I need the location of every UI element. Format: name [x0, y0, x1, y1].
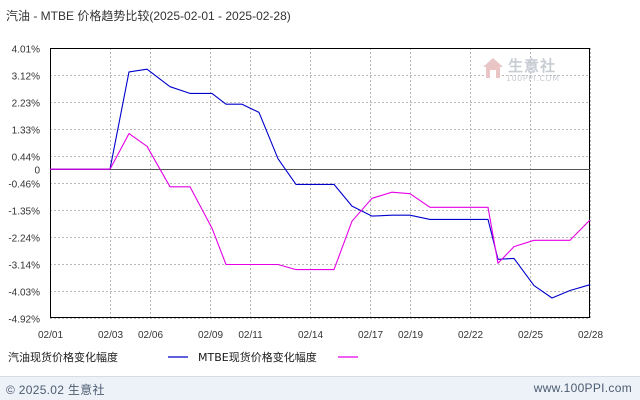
- legend: 汽油现货价格变化幅度 MTBE现货价格变化幅度: [8, 350, 358, 364]
- y-tick-label: 3.12%: [12, 72, 40, 83]
- watermark-cn: 生意社: [508, 57, 557, 75]
- price-trend-chart: 汽油 - MTBE 价格趋势比较(2025-02-01 - 2025-02-28…: [6, 8, 603, 364]
- x-tick-label: 02/19: [398, 330, 423, 341]
- series-line-gasoline: [50, 68, 591, 299]
- plot-frame: [50, 48, 590, 318]
- y-tick-label: -1.35%: [8, 207, 40, 218]
- watermark-logo: 生意社 100PPI.COM: [482, 55, 582, 87]
- x-tick-label: 02/11: [238, 330, 263, 341]
- y-tick-labels: 4.01% 3.12% 2.23% 1.33% 0.44% 0 -0.46% -1.35% -2…: [8, 45, 40, 326]
- copyright-text: © 2025.02 生意社: [6, 383, 105, 397]
- y-tick-label: -4.92%: [8, 315, 40, 326]
- grid-lines: [50, 48, 591, 319]
- y-tick-label: -3.14%: [8, 261, 40, 272]
- x-tick-label: 02/14: [298, 330, 323, 341]
- x-tick-label: 02/06: [138, 330, 163, 341]
- watermark-en: 100PPI.COM: [506, 74, 560, 83]
- legend-label-gasoline: 汽油现货价格变化幅度: [8, 350, 118, 364]
- legend-label-mtbe: MTBE现货价格变化幅度: [198, 350, 317, 364]
- series-line-mtbe: [50, 133, 591, 271]
- x-tick-label: 02/01: [38, 330, 63, 341]
- x-tick-label: 02/17: [358, 330, 383, 341]
- y-tick-label: 4.01%: [12, 45, 40, 56]
- x-tick-label: 02/03: [98, 330, 123, 341]
- y-tick-label: 2.23%: [12, 99, 40, 110]
- chart-title: 汽油 - MTBE 价格趋势比较(2025-02-01 - 2025-02-28…: [6, 8, 291, 23]
- y-tick-label: 1.33%: [12, 126, 40, 137]
- x-tick-label: 02/22: [458, 330, 483, 341]
- x-tick-label: 02/28: [578, 330, 603, 341]
- x-tick-labels: 02/01 02/03 02/06 02/09 02/11 02/14 02/17 02/19…: [38, 330, 603, 341]
- y-tick-label: -2.24%: [8, 234, 40, 245]
- series-lines: [50, 68, 591, 299]
- y-tick-label: -0.46%: [8, 180, 40, 191]
- y-tick-label: -4.03%: [8, 288, 40, 299]
- axes: [50, 48, 590, 318]
- x-tick-label: 02/09: [198, 330, 223, 341]
- y-tick-label: 0.44%: [12, 153, 40, 164]
- house-logo-icon: [483, 58, 503, 78]
- footer-bar: © 2025.02 生意社 www.100PPI.com: [0, 376, 640, 400]
- x-tick-label: 02/25: [518, 330, 543, 341]
- site-url-link[interactable]: www.100PPI.com: [533, 381, 632, 395]
- y-tick-label: 0: [34, 166, 40, 177]
